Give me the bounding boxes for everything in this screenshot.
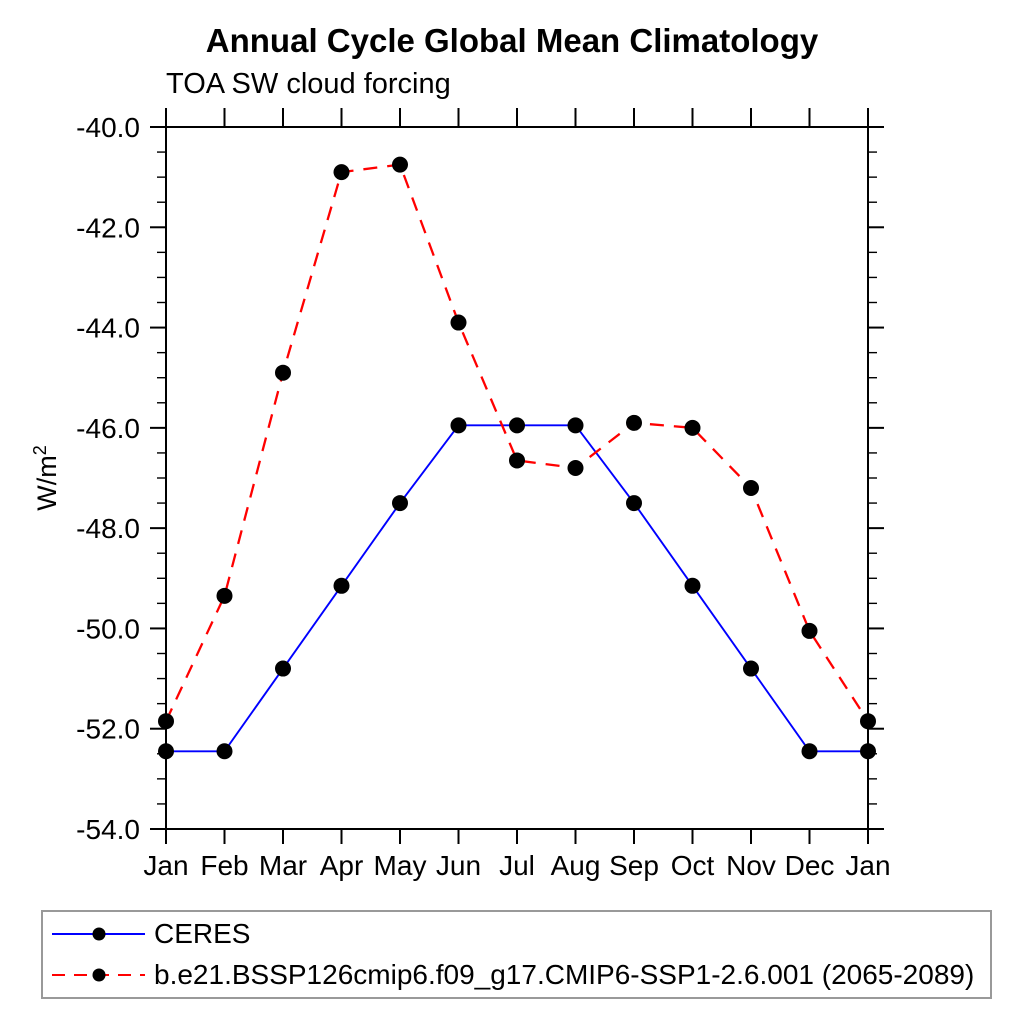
svg-text:Apr: Apr — [320, 850, 364, 881]
svg-text:Aug: Aug — [551, 850, 601, 881]
series-line-1 — [164, 163, 869, 722]
plot-frame — [165, 126, 869, 830]
svg-text:Sep: Sep — [609, 850, 659, 881]
svg-text:-50.0: -50.0 — [76, 613, 140, 644]
plot-canvas: -40.0 -42.0 -44.0 -46.0 -48.0 -50.0 -52.0 -54.0… — [76, 108, 891, 881]
svg-text:May: May — [374, 850, 427, 881]
svg-text:Jan: Jan — [845, 850, 890, 881]
svg-text:-52.0: -52.0 — [76, 714, 140, 745]
svg-text:Mar: Mar — [259, 850, 307, 881]
svg-text:Dec: Dec — [785, 850, 835, 881]
legend-key-dashed-line — [52, 968, 145, 982]
legend-label-ceres: CERES — [154, 918, 251, 949]
y-axis-tick-labels: -40.0 -42.0 -44.0 -46.0 -48.0 -50.0 -52.0 -54.0 — [76, 112, 140, 845]
svg-text:-46.0: -46.0 — [76, 413, 140, 444]
svg-text:Nov: Nov — [726, 850, 776, 881]
svg-text:-48.0: -48.0 — [76, 513, 140, 544]
svg-text:-44.0: -44.0 — [76, 313, 140, 344]
chart-title: Annual Cycle Global Mean Climatology — [205, 22, 819, 59]
legend-item-ceres: CERES — [48, 915, 990, 953]
svg-text:Jun: Jun — [436, 850, 481, 881]
svg-text:Jan: Jan — [143, 850, 188, 881]
y-axis-ticks — [150, 126, 884, 830]
legend-box: CERES b.e21.BSSP126cmip6.f09_g17.CMIP6-S… — [41, 910, 992, 999]
legend-item-model: b.e21.BSSP126cmip6.f09_g17.CMIP6-SSP1-2.… — [48, 956, 990, 994]
svg-text:Oct: Oct — [671, 850, 715, 881]
svg-text:-54.0: -54.0 — [76, 814, 140, 845]
data-point-markers — [158, 156, 876, 760]
chart-subtitle: TOA SW cloud forcing — [166, 68, 451, 100]
svg-text:Feb: Feb — [200, 850, 248, 881]
svg-text:Jul: Jul — [499, 850, 535, 881]
svg-text:-42.0: -42.0 — [76, 212, 140, 243]
legend-label-model: b.e21.BSSP126cmip6.f09_g17.CMIP6-SSP1-2.… — [154, 959, 975, 990]
x-axis-ticks — [165, 108, 869, 844]
svg-text:-40.0: -40.0 — [76, 112, 140, 143]
series-line-0 — [166, 424, 868, 753]
legend-key-solid-line — [52, 927, 145, 941]
x-axis-tick-labels: Jan Feb Mar Apr May Jun Jul Aug Sep Oct Nov Dec Jan — [143, 850, 890, 881]
